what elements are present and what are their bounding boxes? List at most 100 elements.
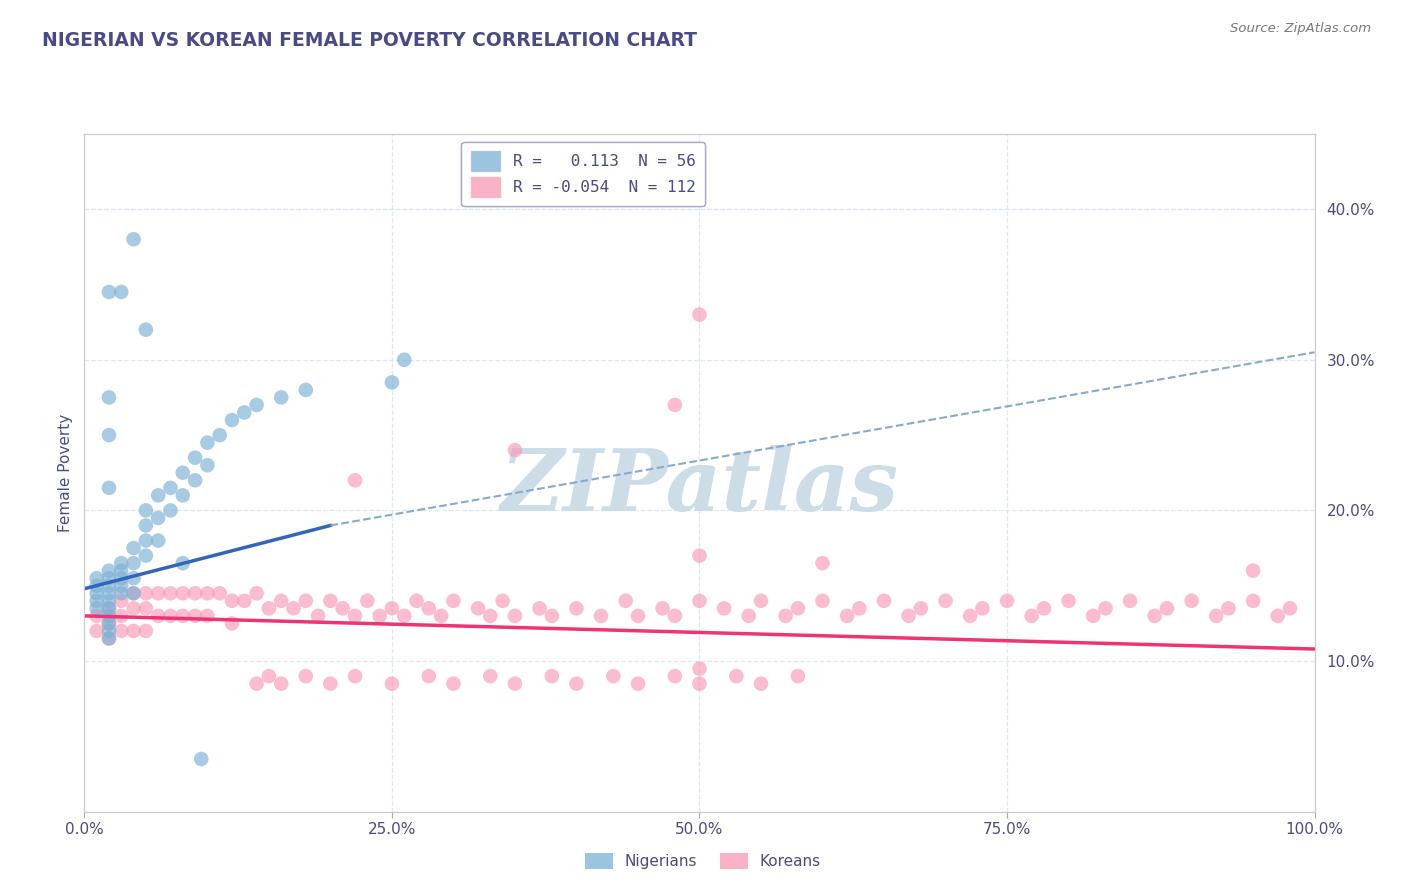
Point — [405, 594, 427, 608]
Point — [418, 669, 440, 683]
Point — [122, 624, 145, 638]
Point — [959, 608, 981, 623]
Point — [319, 676, 342, 690]
Point — [135, 586, 157, 600]
Point — [1094, 601, 1116, 615]
Point — [1057, 594, 1080, 608]
Point — [614, 594, 637, 608]
Point — [86, 594, 108, 608]
Point — [689, 662, 711, 676]
Point — [1205, 608, 1227, 623]
Point — [246, 398, 269, 412]
Point — [135, 601, 157, 615]
Point — [135, 624, 157, 638]
Point — [725, 669, 748, 683]
Point — [98, 601, 121, 615]
Point — [86, 624, 108, 638]
Point — [1156, 601, 1178, 615]
Point — [184, 473, 207, 487]
Point — [972, 601, 994, 615]
Point — [541, 608, 564, 623]
Point — [159, 608, 181, 623]
Point — [184, 586, 207, 600]
Point — [689, 676, 711, 690]
Point — [159, 586, 181, 600]
Point — [135, 549, 157, 563]
Point — [122, 232, 145, 246]
Point — [184, 450, 207, 465]
Point — [197, 608, 219, 623]
Point — [787, 601, 810, 615]
Point — [295, 383, 318, 397]
Point — [1218, 601, 1240, 615]
Point — [98, 571, 121, 585]
Point — [110, 586, 132, 600]
Point — [221, 594, 243, 608]
Point — [98, 285, 121, 299]
Point — [86, 571, 108, 585]
Point — [664, 608, 686, 623]
Legend: R =   0.113  N = 56, R = -0.054  N = 112: R = 0.113 N = 56, R = -0.054 N = 112 — [461, 142, 704, 206]
Point — [233, 405, 256, 419]
Point — [332, 601, 354, 615]
Point — [295, 669, 318, 683]
Point — [148, 586, 170, 600]
Point — [270, 676, 292, 690]
Point — [897, 608, 920, 623]
Point — [689, 308, 711, 322]
Point — [98, 391, 121, 405]
Point — [110, 571, 132, 585]
Point — [1021, 608, 1043, 623]
Point — [749, 594, 772, 608]
Point — [591, 608, 613, 623]
Text: ZIPatlas: ZIPatlas — [501, 444, 898, 528]
Point — [503, 608, 526, 623]
Text: NIGERIAN VS KOREAN FEMALE POVERTY CORRELATION CHART: NIGERIAN VS KOREAN FEMALE POVERTY CORREL… — [42, 31, 697, 50]
Point — [98, 586, 121, 600]
Point — [565, 601, 588, 615]
Point — [1033, 601, 1056, 615]
Point — [381, 376, 404, 390]
Point — [190, 752, 212, 766]
Point — [148, 511, 170, 525]
Point — [368, 608, 391, 623]
Point — [775, 608, 797, 623]
Point — [394, 608, 416, 623]
Point — [664, 669, 686, 683]
Point — [172, 586, 194, 600]
Point — [467, 601, 489, 615]
Point — [172, 608, 194, 623]
Point — [344, 669, 367, 683]
Point — [135, 503, 157, 517]
Point — [689, 549, 711, 563]
Point — [110, 579, 132, 593]
Point — [910, 601, 932, 615]
Point — [1267, 608, 1289, 623]
Point — [98, 624, 121, 638]
Point — [873, 594, 896, 608]
Point — [995, 594, 1018, 608]
Point — [811, 556, 834, 570]
Point — [122, 571, 145, 585]
Point — [135, 518, 157, 533]
Point — [98, 616, 121, 631]
Point — [713, 601, 735, 615]
Point — [98, 481, 121, 495]
Point — [1241, 564, 1264, 578]
Point — [98, 564, 121, 578]
Point — [344, 608, 367, 623]
Point — [627, 608, 650, 623]
Point — [110, 624, 132, 638]
Point — [148, 488, 170, 502]
Point — [344, 473, 367, 487]
Point — [418, 601, 440, 615]
Point — [148, 533, 170, 548]
Point — [257, 669, 280, 683]
Point — [122, 601, 145, 615]
Point — [1181, 594, 1204, 608]
Point — [184, 608, 207, 623]
Point — [135, 533, 157, 548]
Point — [86, 601, 108, 615]
Point — [356, 594, 378, 608]
Point — [307, 608, 329, 623]
